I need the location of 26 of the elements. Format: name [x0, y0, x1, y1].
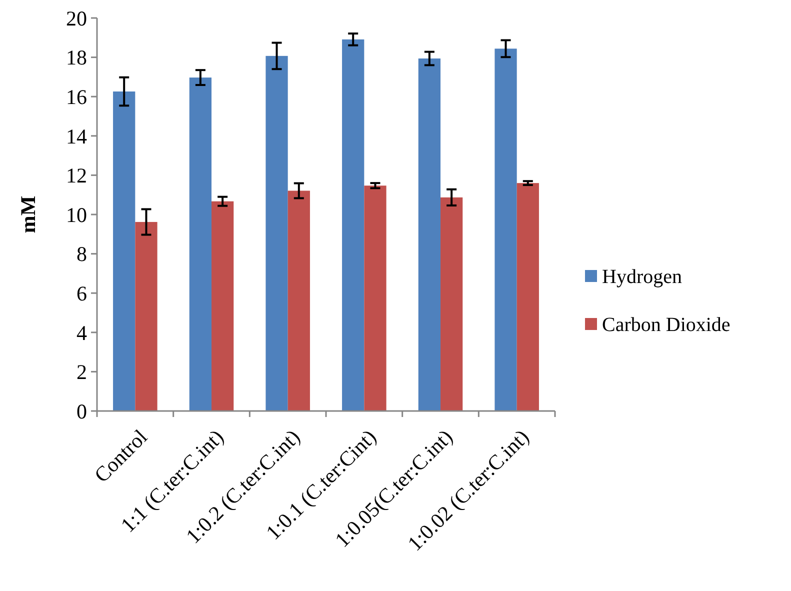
y-tick-label: 6: [76, 281, 87, 306]
bar: [440, 197, 463, 411]
bar: [494, 48, 517, 411]
y-tick-label: 2: [76, 360, 87, 384]
bar: [113, 91, 136, 411]
bar: [516, 183, 539, 411]
legend-label: Hydrogen: [602, 266, 682, 288]
bar: [135, 222, 158, 411]
y-tick-label: 14: [66, 124, 88, 148]
bar: [266, 56, 288, 411]
legend-label: Carbon Dioxide: [602, 314, 730, 336]
bar: [212, 201, 234, 411]
y-tick-label: 16: [66, 84, 87, 109]
y-tick-label: 10: [66, 202, 87, 227]
y-tick-label: 18: [66, 46, 87, 70]
y-tick-label: 12: [66, 164, 87, 188]
y-tick-label: 20: [66, 6, 87, 30]
bar: [189, 78, 212, 411]
bar: [342, 39, 364, 411]
y-tick-label: 8: [76, 242, 87, 266]
y-tick-label: 4: [76, 320, 88, 345]
y-tick-label: 0: [76, 399, 87, 424]
bar: [364, 186, 386, 411]
y-axis-title: mM: [16, 196, 40, 234]
bar: [418, 58, 440, 411]
bar: [288, 190, 310, 411]
